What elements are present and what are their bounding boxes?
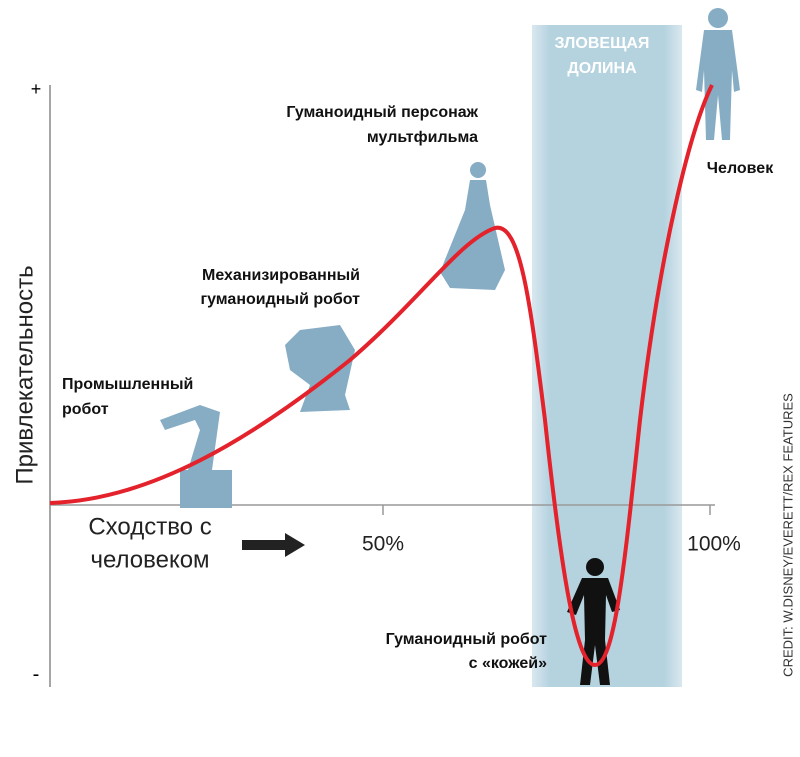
curve <box>49 84 714 668</box>
label: Промышленный <box>62 376 193 393</box>
label: Механизированный <box>202 267 360 284</box>
x-axis-label: Сходство с <box>88 513 211 540</box>
y-axis-label: Привлекательность <box>11 265 38 484</box>
arrow <box>242 533 305 557</box>
valley-zone <box>532 25 682 687</box>
y-top: + <box>31 79 42 99</box>
zone-label: ЗЛОВЕЩАЯ <box>555 35 650 52</box>
human-figure <box>696 8 740 140</box>
x-axis-label: человеком <box>90 546 209 573</box>
zone-label: ДОЛИНА <box>567 60 637 77</box>
label: Человек <box>707 160 774 177</box>
skin-robot <box>567 558 620 685</box>
y-bottom: - <box>33 663 40 685</box>
industrial-robot <box>160 405 232 508</box>
label: Гуманоидный робот <box>386 631 548 648</box>
label: мультфильма <box>367 129 478 146</box>
label: гуманоидный робот <box>200 291 360 308</box>
label: Гуманоидный персонаж <box>286 104 478 121</box>
label: с «кожей» <box>469 655 547 672</box>
label: робот <box>62 401 109 418</box>
mechanized-robot <box>285 325 355 412</box>
credit: CREDIT: W.DISNEY/EVERETT/REX FEATURES <box>780 393 795 677</box>
cartoon-character <box>440 162 505 290</box>
x-tick-label: 50% <box>362 533 404 556</box>
x-tick-label: 100% <box>687 533 741 556</box>
